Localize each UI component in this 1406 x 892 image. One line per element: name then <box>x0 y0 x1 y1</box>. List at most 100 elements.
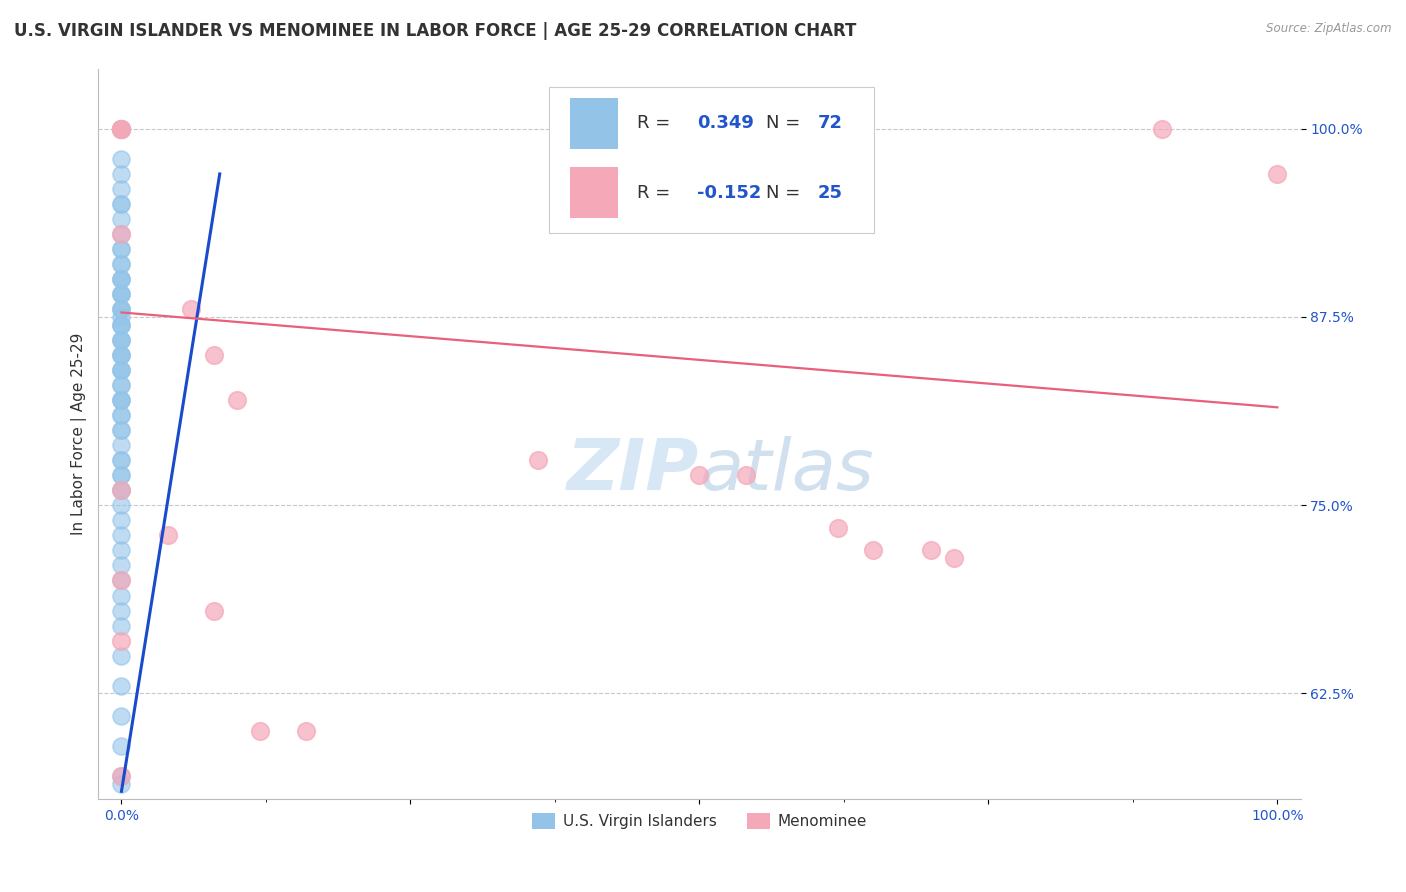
Point <box>110 348 132 362</box>
Point <box>110 302 132 317</box>
Text: R =: R = <box>637 114 676 132</box>
Point <box>110 272 132 286</box>
Point <box>110 604 132 618</box>
Text: -0.152: -0.152 <box>697 184 762 202</box>
Point <box>110 633 132 648</box>
Point <box>942 550 965 565</box>
Point <box>110 777 132 791</box>
Point <box>862 543 884 558</box>
Point <box>110 121 132 136</box>
Point <box>827 521 849 535</box>
Text: Source: ZipAtlas.com: Source: ZipAtlas.com <box>1267 22 1392 36</box>
Point <box>110 392 132 407</box>
Point <box>110 438 132 452</box>
Point <box>226 392 249 407</box>
Text: 72: 72 <box>817 114 842 132</box>
Point <box>110 453 132 467</box>
Point <box>110 362 132 376</box>
Point <box>110 333 132 347</box>
Point <box>110 287 132 301</box>
Point <box>110 272 132 286</box>
Point <box>110 589 132 603</box>
Text: R =: R = <box>637 184 676 202</box>
Point <box>110 483 132 497</box>
Point <box>110 197 132 211</box>
Point <box>110 257 132 271</box>
Legend: U.S. Virgin Islanders, Menominee: U.S. Virgin Islanders, Menominee <box>526 806 873 835</box>
Point <box>110 468 132 483</box>
Text: U.S. VIRGIN ISLANDER VS MENOMINEE IN LABOR FORCE | AGE 25-29 CORRELATION CHART: U.S. VIRGIN ISLANDER VS MENOMINEE IN LAB… <box>14 22 856 40</box>
Point <box>110 272 132 286</box>
Point <box>1267 167 1289 181</box>
Point <box>526 453 548 467</box>
Text: 25: 25 <box>817 184 842 202</box>
Point <box>110 528 132 542</box>
Point <box>110 121 132 136</box>
Point <box>110 257 132 271</box>
Point <box>110 121 132 136</box>
Point <box>110 333 132 347</box>
Point <box>110 648 132 663</box>
Point <box>1150 121 1173 136</box>
Point <box>110 679 132 693</box>
Point <box>110 453 132 467</box>
Point <box>110 498 132 512</box>
FancyBboxPatch shape <box>550 87 873 233</box>
Point <box>110 423 132 437</box>
Point <box>110 408 132 422</box>
Bar <box>569 167 617 219</box>
Point <box>110 242 132 256</box>
Point <box>110 423 132 437</box>
Point <box>110 483 132 497</box>
Point <box>110 333 132 347</box>
Text: ZIP: ZIP <box>567 435 699 505</box>
Point <box>110 513 132 527</box>
Point <box>110 242 132 256</box>
Point <box>110 558 132 573</box>
Point <box>110 287 132 301</box>
Point <box>202 604 225 618</box>
Point <box>295 724 318 739</box>
Point <box>110 318 132 332</box>
Point <box>920 543 942 558</box>
Point <box>110 121 132 136</box>
Point <box>156 528 179 542</box>
Point <box>110 348 132 362</box>
Point <box>110 121 132 136</box>
Point <box>110 574 132 588</box>
Point <box>688 468 710 483</box>
Point <box>110 769 132 783</box>
Point <box>110 362 132 376</box>
Point <box>110 392 132 407</box>
Point <box>110 287 132 301</box>
Point <box>110 182 132 196</box>
Point <box>110 121 132 136</box>
Point <box>110 121 132 136</box>
Point <box>110 483 132 497</box>
Point <box>110 167 132 181</box>
Point <box>110 408 132 422</box>
Point <box>110 121 132 136</box>
Point <box>110 302 132 317</box>
Point <box>110 348 132 362</box>
Text: atlas: atlas <box>699 435 875 505</box>
Point <box>110 197 132 211</box>
Point <box>110 152 132 166</box>
Point <box>110 362 132 376</box>
Point <box>734 468 756 483</box>
Point <box>180 302 202 317</box>
Point <box>110 709 132 723</box>
Point <box>110 392 132 407</box>
Bar <box>569 98 617 149</box>
Point <box>110 574 132 588</box>
Point <box>202 348 225 362</box>
Point <box>110 377 132 392</box>
Point <box>249 724 271 739</box>
Point <box>110 227 132 242</box>
Point <box>110 227 132 242</box>
Point <box>110 543 132 558</box>
Point <box>110 769 132 783</box>
Point <box>110 318 132 332</box>
Point <box>110 318 132 332</box>
Point <box>110 618 132 632</box>
